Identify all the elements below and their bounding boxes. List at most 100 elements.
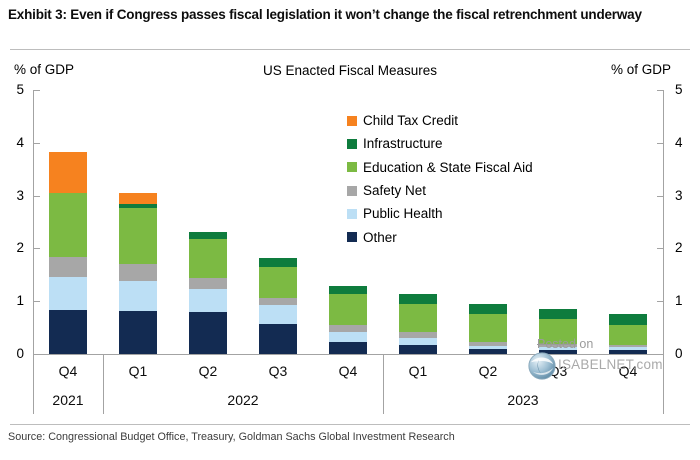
bar-segment bbox=[469, 346, 507, 350]
bar-segment bbox=[329, 341, 367, 354]
bar-segment bbox=[259, 266, 297, 299]
bar-segment bbox=[49, 256, 87, 277]
y-tick-right bbox=[657, 195, 663, 197]
legend-label: Child Tax Credit bbox=[363, 113, 459, 129]
bar-segment bbox=[539, 349, 577, 354]
y-tick-label-left: 2 bbox=[16, 240, 24, 256]
bar-segment bbox=[119, 207, 157, 264]
y-axis-unit-left: % of GDP bbox=[14, 62, 75, 77]
y-tick-right bbox=[657, 301, 663, 303]
bar-segment bbox=[189, 238, 227, 279]
bar-segment bbox=[49, 152, 87, 194]
bar-segment bbox=[119, 263, 157, 282]
x-tick-label: Q4 bbox=[58, 363, 78, 379]
watermark-posted-on: Posted on bbox=[537, 337, 593, 351]
x-tick-label: Q2 bbox=[478, 363, 498, 379]
bar-segment bbox=[539, 309, 577, 319]
legend-swatch bbox=[347, 185, 357, 196]
bar-segment bbox=[329, 294, 367, 325]
footer-divider bbox=[10, 424, 690, 425]
year-group-separator bbox=[663, 354, 664, 414]
year-group-separator bbox=[103, 354, 104, 414]
bar-segment bbox=[189, 312, 227, 354]
y-tick-left bbox=[34, 90, 40, 91]
y-tick-label-left: 0 bbox=[16, 346, 24, 361]
bar-segment bbox=[539, 347, 577, 350]
bar-segment bbox=[609, 349, 647, 354]
legend: Child Tax Credit Infrastructure Education … bbox=[347, 109, 533, 249]
year-label: 2023 bbox=[507, 392, 539, 408]
bar-segment bbox=[189, 289, 227, 313]
bar-segment bbox=[469, 341, 507, 347]
bar-segment bbox=[189, 278, 227, 290]
bar-segment bbox=[259, 298, 297, 306]
legend-label: Public Health bbox=[363, 206, 443, 222]
y-tick-right bbox=[657, 248, 663, 250]
x-tick-label: Q3 bbox=[268, 363, 288, 379]
legend-item: Other bbox=[347, 225, 533, 248]
chart-title: US Enacted Fiscal Measures bbox=[262, 63, 438, 78]
x-tick-label: Q4 bbox=[338, 363, 358, 379]
year-label: 2021 bbox=[52, 392, 84, 408]
legend-swatch bbox=[347, 115, 357, 126]
bar-segment bbox=[329, 286, 367, 295]
y-tick-label-right: 5 bbox=[675, 82, 683, 97]
year-label: 2022 bbox=[227, 392, 259, 408]
x-tick-label: Q4 bbox=[618, 363, 638, 379]
bar-segment bbox=[259, 323, 297, 354]
y-axis-left bbox=[33, 90, 34, 354]
legend-swatch bbox=[347, 162, 357, 173]
watermark-site: ISABELNET.com bbox=[558, 357, 663, 372]
y-tick-label-left: 4 bbox=[16, 134, 24, 150]
y-tick-label-right: 0 bbox=[675, 346, 683, 361]
y-tick-left bbox=[34, 248, 40, 250]
y-tick-right bbox=[657, 90, 663, 91]
bar-segment bbox=[399, 337, 437, 346]
bar-segment bbox=[539, 344, 577, 348]
bar-segment bbox=[119, 192, 157, 205]
x-tick-label: Q1 bbox=[408, 363, 428, 379]
bar-segment bbox=[469, 303, 507, 314]
title-divider bbox=[10, 49, 690, 50]
bar-segment bbox=[539, 318, 577, 345]
legend-swatch bbox=[347, 208, 357, 219]
bar-segment bbox=[259, 258, 297, 267]
bar-segment bbox=[609, 345, 647, 348]
y-tick-label-left: 1 bbox=[16, 293, 24, 309]
y-tick-label-right: 3 bbox=[675, 187, 683, 203]
legend-item: Infrastructure bbox=[347, 132, 533, 155]
legend-swatch bbox=[347, 232, 357, 243]
bar-segment bbox=[49, 193, 87, 257]
bar-segment bbox=[399, 303, 437, 333]
y-tick-label-right: 4 bbox=[675, 134, 683, 150]
legend-item: Safety Net bbox=[347, 179, 533, 202]
legend-label: Education & State Fiscal Aid bbox=[363, 159, 533, 175]
bar-segment bbox=[259, 305, 297, 324]
x-tick-label: Q2 bbox=[198, 363, 218, 379]
page-title: Exhibit 3: Even if Congress passes fisca… bbox=[8, 7, 642, 22]
bar-segment bbox=[399, 332, 437, 338]
legend-label: Safety Net bbox=[363, 183, 427, 199]
y-axis-right bbox=[663, 90, 664, 354]
x-tick-label: Q1 bbox=[128, 363, 148, 379]
bar-segment bbox=[49, 276, 87, 310]
y-tick-left bbox=[34, 301, 40, 303]
source-note: Source: Congressional Budget Office, Tre… bbox=[8, 431, 455, 443]
y-tick-left bbox=[34, 142, 40, 144]
watermark-on-word: on bbox=[579, 337, 594, 351]
bar-segment bbox=[609, 314, 647, 326]
year-group-separator bbox=[33, 354, 34, 414]
legend-swatch bbox=[347, 138, 357, 149]
bar-segment bbox=[329, 324, 367, 333]
y-axis-unit-right: % of GDP bbox=[611, 62, 672, 77]
legend-item: Education & State Fiscal Aid bbox=[347, 156, 533, 179]
bar-segment bbox=[469, 349, 507, 354]
year-group-separator bbox=[383, 354, 384, 414]
bar-segment bbox=[119, 310, 157, 354]
globe-icon bbox=[528, 352, 556, 380]
bar-segment bbox=[49, 309, 87, 354]
bar-segment bbox=[119, 204, 157, 208]
bar-segment bbox=[329, 332, 367, 342]
